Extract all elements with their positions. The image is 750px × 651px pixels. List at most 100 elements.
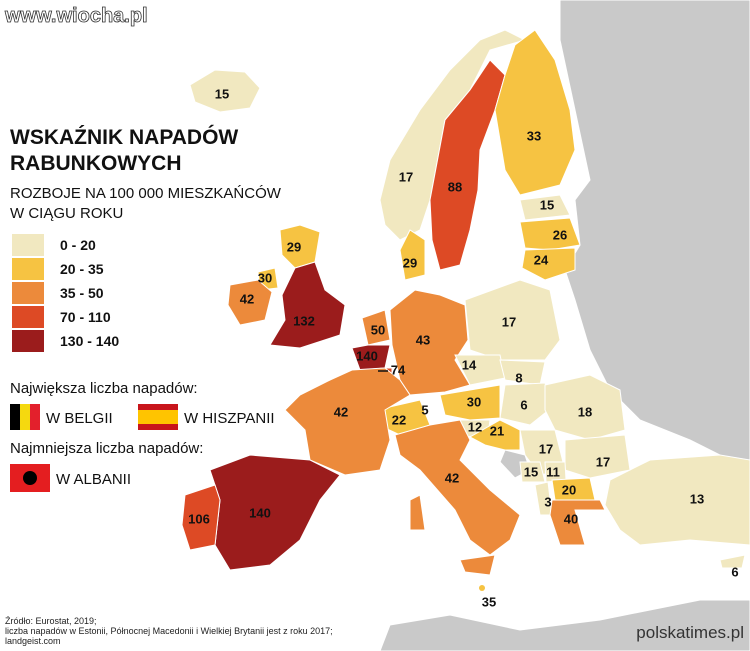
legend-label: 20 - 35	[60, 261, 104, 277]
country	[189, 69, 261, 113]
region-value: 88	[448, 179, 462, 194]
non-eu-land	[379, 599, 750, 651]
region-labels: 15 17 88 33 15 26 24 29 29 30 42 132 50 …	[188, 86, 738, 609]
flag-al	[23, 471, 37, 485]
region-value: 30	[467, 394, 481, 409]
flag-es	[138, 410, 178, 424]
country	[284, 367, 411, 476]
country	[459, 554, 496, 576]
region-value: 42	[445, 470, 459, 485]
country	[209, 454, 341, 571]
subtitle: W CIĄGU ROKU	[10, 205, 123, 222]
country	[394, 419, 521, 556]
country	[439, 384, 501, 421]
region-value: 17	[502, 314, 516, 329]
legend-label: 0 - 20	[60, 237, 96, 253]
land	[181, 0, 750, 651]
region-value: 33	[527, 128, 541, 143]
region-value: 15	[215, 86, 229, 101]
least-item: W ALBANII	[56, 471, 131, 488]
country	[479, 585, 485, 591]
country	[551, 477, 596, 501]
flag-be	[20, 404, 30, 430]
region-value: 132	[293, 313, 315, 328]
region-value: 17	[539, 441, 553, 456]
legend-swatch	[12, 282, 44, 304]
region-value: 20	[562, 482, 576, 497]
title: RABUNKOWYCH	[10, 152, 182, 175]
source: liczba napadów w Estonii, Północnej Mace…	[5, 626, 333, 636]
country	[429, 59, 506, 271]
region-value: 3	[544, 494, 551, 509]
region-value: 14	[462, 357, 477, 372]
most-item: W BELGII	[46, 410, 113, 427]
country	[519, 194, 571, 221]
flag-be	[30, 404, 40, 430]
region-value: 30	[258, 270, 272, 285]
country	[409, 494, 426, 531]
region-value: 74	[391, 362, 406, 377]
region-value: 40	[564, 511, 578, 526]
region-value: 17	[596, 454, 610, 469]
country	[604, 454, 750, 546]
country	[719, 554, 746, 569]
country	[464, 279, 561, 361]
region-value: 43	[416, 332, 430, 347]
legend-label: 130 - 140	[60, 333, 119, 349]
region-value: 29	[403, 255, 417, 270]
legend-swatch	[12, 306, 44, 328]
country	[389, 289, 471, 396]
region-value: 26	[553, 227, 567, 242]
country	[519, 217, 581, 251]
region-value: 13	[690, 491, 704, 506]
region-value: 42	[334, 404, 348, 419]
region-value: 11	[546, 464, 560, 479]
legend-swatch	[12, 234, 44, 256]
region-value: 15	[524, 464, 538, 479]
source: landgeist.com	[5, 636, 61, 646]
brand: polskatimes.pl	[636, 623, 744, 642]
country	[544, 374, 626, 441]
country	[269, 261, 346, 349]
legend-swatch	[12, 258, 44, 280]
country	[351, 344, 391, 371]
region-value: 140	[356, 348, 378, 363]
region-value: 106	[188, 511, 210, 526]
region-value: 50	[371, 322, 385, 337]
country	[361, 309, 391, 346]
country	[499, 382, 556, 426]
region-value: 6	[520, 397, 527, 412]
country	[399, 229, 426, 281]
country	[227, 279, 273, 326]
subtitle: ROZBOJE NA 100 000 MIESZKAŃCÓW	[10, 185, 282, 202]
region-value: 8	[515, 370, 522, 385]
most-heading: Największa liczba napadów:	[10, 380, 198, 397]
least-heading: Najmniejsza liczba napadów:	[10, 440, 203, 457]
country	[468, 419, 521, 451]
source: Źródło: Eurostat, 2019;	[5, 616, 97, 626]
region-value: 15	[540, 197, 554, 212]
legend: 0 - 20 20 - 35 35 - 50 70 - 110 130 - 140	[12, 234, 119, 352]
region-value: 42	[240, 291, 254, 306]
country	[181, 484, 221, 551]
region-value: 24	[534, 252, 549, 267]
region-value: 6	[731, 564, 738, 579]
region-value: 35	[482, 594, 496, 609]
watermark: www.wiocha.pl	[4, 5, 148, 27]
title: WSKAŹNIK NAPADÓW	[10, 125, 238, 149]
region-value: 18	[578, 404, 592, 419]
region-value: 21	[490, 423, 504, 438]
country	[521, 247, 576, 281]
legend-label: 70 - 110	[60, 309, 111, 325]
country	[549, 499, 606, 546]
region-value: 29	[287, 239, 301, 254]
region-value: 12	[468, 419, 482, 434]
region-value: 17	[399, 169, 413, 184]
legend-label: 35 - 50	[60, 285, 104, 301]
legend-swatch	[12, 330, 44, 352]
country	[494, 29, 576, 196]
region-value: 5	[421, 402, 428, 417]
region-value: 22	[392, 412, 406, 427]
